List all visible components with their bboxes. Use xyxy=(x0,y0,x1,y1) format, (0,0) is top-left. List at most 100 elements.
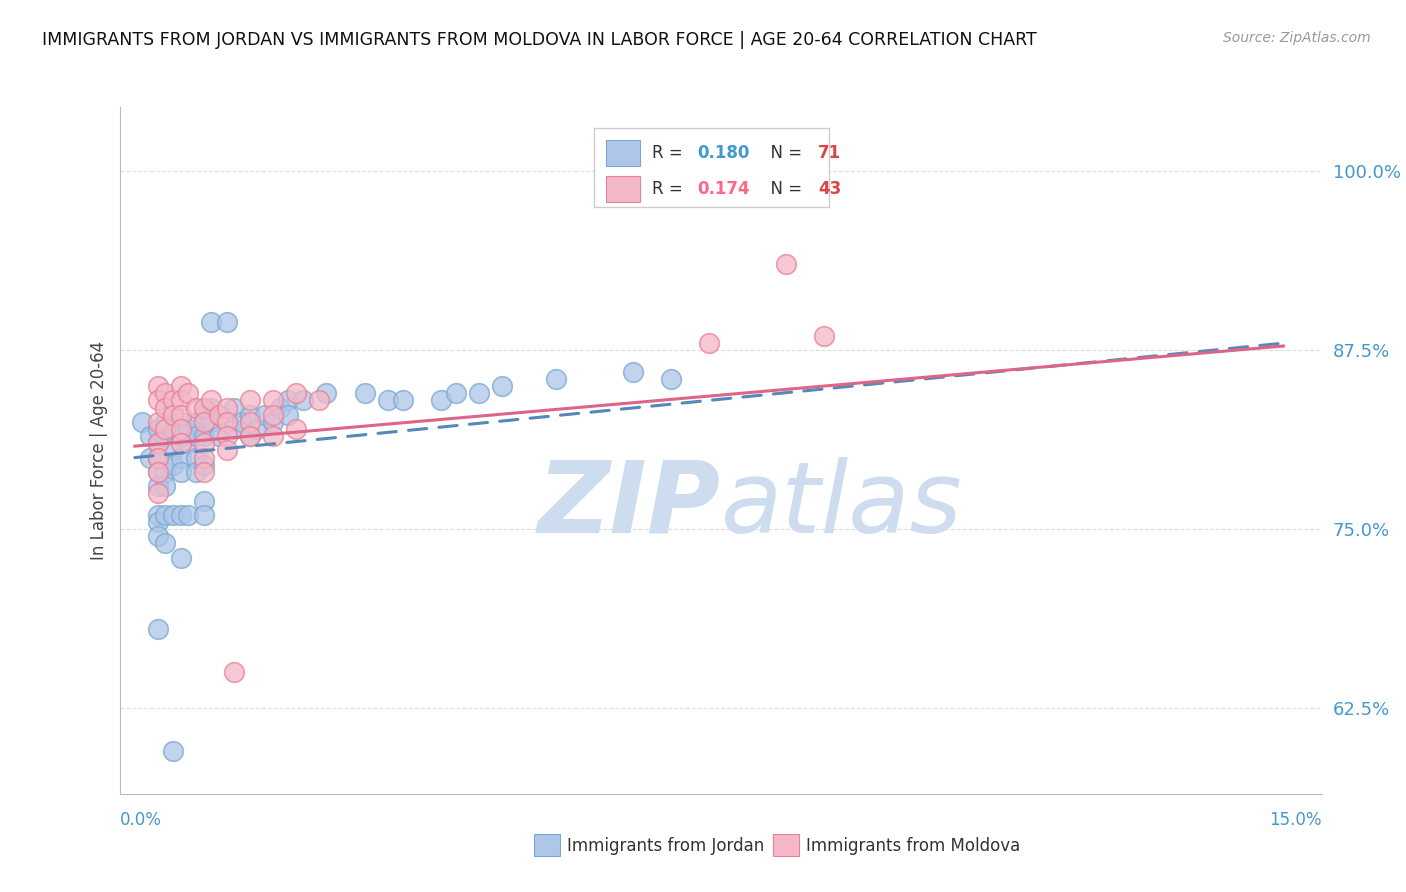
Point xyxy=(262,393,284,408)
Point xyxy=(262,408,284,422)
Point xyxy=(215,401,238,415)
Point xyxy=(239,393,262,408)
Point xyxy=(155,465,177,479)
Point xyxy=(184,401,207,415)
Point xyxy=(491,379,513,393)
Point xyxy=(193,429,215,443)
Point xyxy=(184,450,207,465)
Point xyxy=(146,479,169,493)
Point xyxy=(146,508,169,522)
Point xyxy=(170,550,193,565)
Point xyxy=(262,429,284,443)
Text: 0.0%: 0.0% xyxy=(120,811,162,829)
Point xyxy=(193,401,215,415)
Point xyxy=(155,479,177,493)
Point xyxy=(430,393,453,408)
Point xyxy=(146,486,169,500)
Point xyxy=(200,393,222,408)
Point xyxy=(292,393,315,408)
Point xyxy=(131,415,153,429)
Point xyxy=(184,415,207,429)
Point xyxy=(277,408,299,422)
Point xyxy=(208,408,231,422)
Point xyxy=(146,529,169,543)
Point xyxy=(193,415,215,429)
Point xyxy=(155,386,177,401)
Point xyxy=(659,372,682,386)
Point xyxy=(155,422,177,436)
Point xyxy=(215,443,238,458)
Point xyxy=(200,401,222,415)
Point xyxy=(224,401,246,415)
Text: R =: R = xyxy=(652,144,688,162)
Point xyxy=(170,436,193,450)
Point xyxy=(146,436,169,450)
Text: 43: 43 xyxy=(818,180,841,198)
Point xyxy=(621,365,644,379)
Point xyxy=(246,422,269,436)
Text: 0.180: 0.180 xyxy=(697,144,751,162)
Point xyxy=(162,393,184,408)
Text: ZIP: ZIP xyxy=(537,457,720,554)
Point xyxy=(269,401,291,415)
Point xyxy=(391,393,413,408)
Point xyxy=(215,315,238,329)
Point xyxy=(208,408,231,422)
Point xyxy=(308,393,330,408)
Point xyxy=(146,393,169,408)
Point xyxy=(215,415,238,429)
Text: Immigrants from Jordan: Immigrants from Jordan xyxy=(567,837,763,855)
Point xyxy=(239,429,262,443)
Point xyxy=(224,665,246,680)
Point xyxy=(253,408,276,422)
Point xyxy=(193,465,215,479)
Point xyxy=(193,458,215,472)
Point xyxy=(239,429,262,443)
Point xyxy=(284,422,307,436)
Point xyxy=(813,329,835,343)
Point xyxy=(170,422,193,436)
Point xyxy=(139,429,162,443)
Text: atlas: atlas xyxy=(720,457,962,554)
Point xyxy=(170,415,193,429)
Point xyxy=(544,372,567,386)
Point xyxy=(315,386,337,401)
Point xyxy=(162,508,184,522)
Point xyxy=(170,508,193,522)
Point xyxy=(170,465,193,479)
Point xyxy=(170,393,193,408)
Point xyxy=(177,436,200,450)
Text: R =: R = xyxy=(652,180,688,198)
Point xyxy=(193,436,215,450)
Point xyxy=(239,415,262,429)
FancyBboxPatch shape xyxy=(595,128,828,207)
Point xyxy=(146,515,169,529)
Point xyxy=(146,465,169,479)
Bar xyxy=(606,177,640,202)
Point xyxy=(177,508,200,522)
Point xyxy=(155,536,177,550)
Point xyxy=(200,415,222,429)
Point xyxy=(177,386,200,401)
Point xyxy=(353,386,375,401)
Bar xyxy=(606,140,640,166)
Point xyxy=(146,450,169,465)
Point xyxy=(146,436,169,450)
Point xyxy=(155,415,177,429)
Point xyxy=(193,450,215,465)
Point xyxy=(697,336,720,351)
Point xyxy=(193,493,215,508)
Point xyxy=(224,422,246,436)
Point xyxy=(193,508,215,522)
Point xyxy=(170,379,193,393)
Text: 15.0%: 15.0% xyxy=(1270,811,1322,829)
Point xyxy=(146,465,169,479)
Point xyxy=(215,429,238,443)
Point xyxy=(177,422,200,436)
Point xyxy=(146,379,169,393)
Point xyxy=(170,429,193,443)
Point xyxy=(146,450,169,465)
Point xyxy=(155,401,177,415)
Text: Source: ZipAtlas.com: Source: ZipAtlas.com xyxy=(1223,31,1371,45)
Point xyxy=(446,386,468,401)
